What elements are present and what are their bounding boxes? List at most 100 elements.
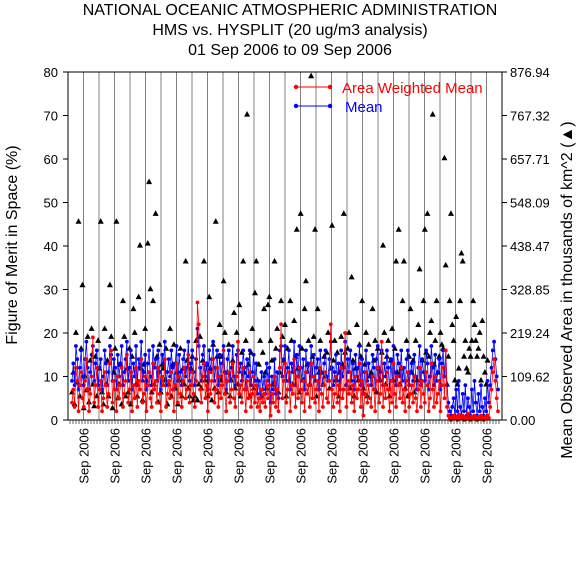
area-triangle-point <box>152 210 159 216</box>
mean-point <box>207 348 212 353</box>
awm-point <box>245 378 250 383</box>
mean-point <box>262 374 266 379</box>
mean-point <box>93 361 98 366</box>
mean-point <box>259 370 264 375</box>
awm-point <box>155 400 159 405</box>
area-triangle-point <box>416 265 423 272</box>
mean-point <box>318 348 323 353</box>
mean-point <box>88 370 93 375</box>
area-triangle-point <box>297 210 304 216</box>
awm-point <box>383 396 388 401</box>
area-triangle-point <box>84 333 91 339</box>
mean-point <box>330 365 334 370</box>
area-triangle-point <box>79 281 86 288</box>
area-triangle-point <box>310 333 317 339</box>
mean-point <box>447 409 452 414</box>
awm-point <box>311 374 316 379</box>
mean-point <box>245 357 250 361</box>
area-triangle-point <box>130 305 137 312</box>
awm-point <box>88 392 93 396</box>
awm-point <box>466 411 470 416</box>
mean-point <box>287 348 291 353</box>
awm-point <box>170 387 175 392</box>
awm-point <box>320 405 325 409</box>
mean-point <box>127 365 132 370</box>
awm-point <box>220 383 225 388</box>
awm-point <box>425 383 430 388</box>
mean-point <box>364 348 368 353</box>
mean-point <box>237 370 242 375</box>
awm-point <box>277 365 282 370</box>
mean-point <box>217 352 222 357</box>
area-triangle-point <box>474 353 481 359</box>
area-triangle-point <box>220 277 227 284</box>
awm-point <box>420 378 425 383</box>
awm-point <box>178 392 183 396</box>
awm-point <box>434 400 439 405</box>
area-triangle-point <box>433 297 440 304</box>
y-right-tick-label: 767.32 <box>510 109 550 124</box>
area-triangle-point <box>406 353 413 359</box>
awm-point <box>79 370 84 375</box>
mean-point <box>230 344 235 348</box>
awm-point <box>399 365 404 370</box>
awm-point <box>194 378 199 383</box>
awm-point <box>140 400 145 405</box>
y-right-tick-label: 219.24 <box>510 326 550 341</box>
area-triangle-point <box>476 329 483 335</box>
area-triangle-point <box>359 297 366 304</box>
awm-point <box>207 370 212 375</box>
y-left-tick-label: 70 <box>44 109 58 124</box>
area-triangle-point <box>177 345 184 351</box>
mean-point <box>275 370 280 375</box>
awm-point <box>187 400 192 405</box>
mean-point <box>104 361 108 366</box>
mean-point <box>314 365 319 370</box>
awm-point <box>256 396 261 401</box>
mean-point <box>254 361 259 366</box>
mean-point <box>111 357 116 361</box>
area-triangle-point <box>420 297 427 304</box>
mean-point <box>341 365 346 370</box>
area-triangle-point <box>131 329 138 335</box>
awm-point <box>292 357 297 361</box>
awm-point <box>113 387 118 392</box>
awm-point <box>438 409 443 414</box>
mean-point <box>250 370 255 375</box>
awm-point <box>268 413 273 418</box>
awm-point <box>253 400 257 405</box>
y-left-tick-label: 20 <box>44 326 58 341</box>
mean-point <box>272 357 277 361</box>
mean-point <box>143 352 148 357</box>
mean-point <box>323 348 328 353</box>
awm-point <box>395 374 400 379</box>
mean-point <box>488 383 493 388</box>
y-axis-left-title: Figure of Merit in Space (%) <box>4 145 21 344</box>
area-triangle-point <box>407 305 414 312</box>
awm-point <box>153 378 158 383</box>
awm-point <box>224 409 229 414</box>
area-triangle-point <box>412 337 419 343</box>
awm-point <box>234 374 239 379</box>
mean-point <box>200 352 205 357</box>
mean-point <box>122 370 127 375</box>
mean-point <box>247 348 252 353</box>
mean-point <box>451 396 456 401</box>
awm-point <box>352 409 357 414</box>
area-triangle-point <box>178 392 185 399</box>
awm-point <box>173 383 178 388</box>
awm-point <box>76 409 81 414</box>
area-triangle-point <box>91 402 98 409</box>
awm-point <box>354 396 359 401</box>
mean-point <box>196 344 201 348</box>
awm-point <box>290 392 295 396</box>
awm-point <box>110 400 115 405</box>
mean-point <box>424 348 429 353</box>
awm-point <box>200 374 205 379</box>
area-triangle-point <box>395 226 402 232</box>
mean-point <box>124 339 129 344</box>
mean-point <box>181 357 185 361</box>
awm-point <box>75 378 80 383</box>
mean-point <box>395 352 400 357</box>
awm-point <box>273 405 278 409</box>
